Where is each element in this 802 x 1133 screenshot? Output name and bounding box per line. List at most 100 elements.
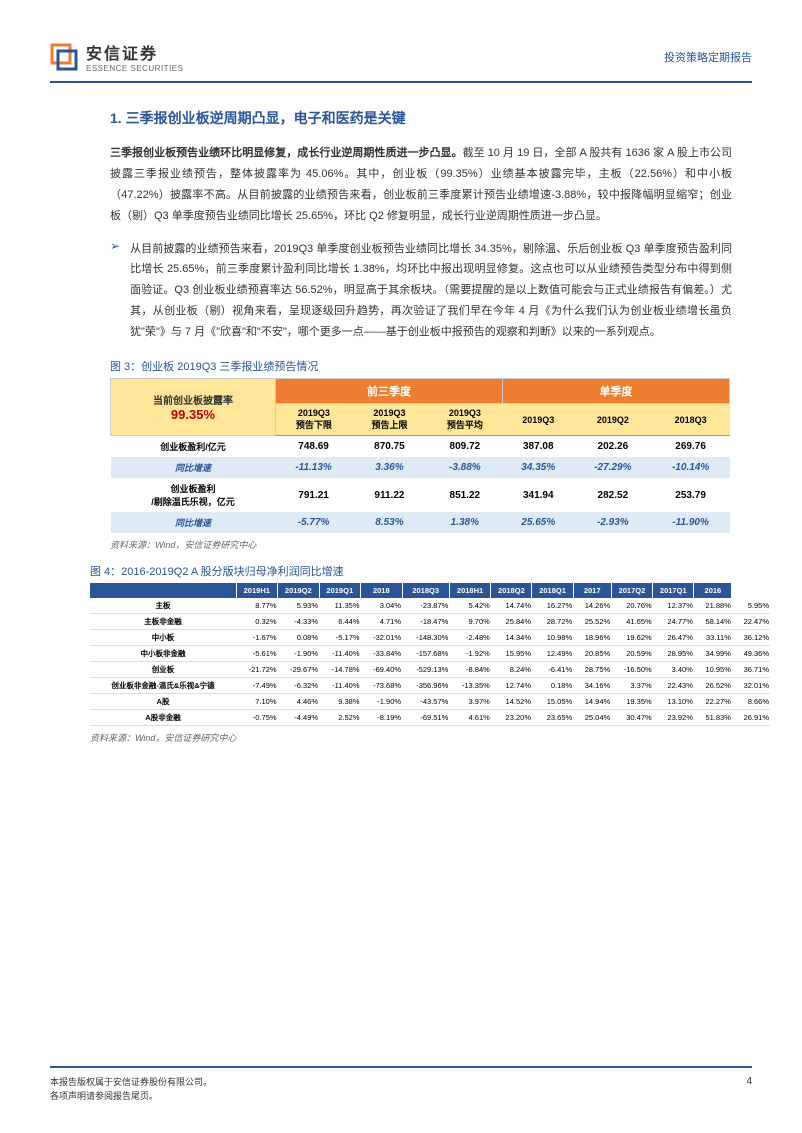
bullet-text: 从目前披露的业绩预告来看，2019Q3 单季度创业板预告业绩同比增长 34.35…	[130, 239, 732, 343]
t4-cell: 4.46%	[278, 694, 320, 710]
t3-subheader: 2019Q2	[574, 404, 652, 436]
t3-cell: 911.22	[352, 478, 427, 512]
t3-subheader: 2019Q3 预告上限	[352, 404, 427, 436]
t4-cell: 20.76%	[611, 598, 653, 614]
t3-cell: 202.26	[574, 436, 652, 458]
page-number: 4	[746, 1076, 752, 1103]
source4: 资料来源：Wind，安信证券研究中心	[90, 731, 752, 744]
t4-rowhead: 中小板	[90, 630, 236, 646]
t4-cell: -1.90%	[278, 646, 320, 662]
t4-cell: 10.98%	[532, 630, 573, 646]
para1-bold: 三季报创业板预告业绩环比明显修复，成长行业逆周期性质进一步凸显。	[110, 147, 463, 159]
t4-cell: 23.65%	[532, 710, 573, 726]
logo: 安信证券 ESSENCE SECURITIES	[50, 40, 183, 73]
section-title: 1. 三季报创业板逆周期凸显，电子和医药是关键	[110, 108, 752, 128]
t3-cell: 25.65%	[503, 512, 574, 533]
logo-en: ESSENCE SECURITIES	[86, 64, 183, 73]
t4-cell: 3.37%	[611, 678, 653, 694]
t4-cell: 33.11%	[694, 630, 732, 646]
t3-cell: 8.53%	[352, 512, 427, 533]
t4-cell: 41.65%	[611, 614, 653, 630]
t3-cell: 870.75	[352, 436, 427, 458]
t3-corner: 当前创业板披露率 99.35%	[111, 379, 276, 436]
t4-cell: -69.51%	[402, 710, 449, 726]
t4-cell: -11.40%	[319, 646, 361, 662]
paragraph-1: 三季报创业板预告业绩环比明显修复，成长行业逆周期性质进一步凸显。截至 10 月 …	[110, 143, 732, 227]
t4-cell: 49.36%	[732, 646, 770, 662]
t4-cell: 6.44%	[319, 614, 361, 630]
logo-cn: 安信证券	[86, 40, 183, 64]
t4-cell: 4.61%	[449, 710, 491, 726]
t4-cell: -5.61%	[236, 646, 278, 662]
t4-cell: 0.18%	[532, 678, 573, 694]
t4-cell: 26.91%	[732, 710, 770, 726]
t4-rowhead: 创业板非金融-温氏&乐视&宁德	[90, 678, 236, 694]
t4-cell: -1.90%	[361, 694, 403, 710]
t4-rowhead: 创业板	[90, 662, 236, 678]
t4-cell: -1.92%	[449, 646, 491, 662]
t4-cell: 3.40%	[653, 662, 694, 678]
t4-cell: -23.87%	[402, 598, 449, 614]
t4-cell: 8.24%	[491, 662, 532, 678]
t4-cell: 14.26%	[573, 598, 611, 614]
t4-header: 2018H1	[449, 583, 491, 598]
t3-cell: 341.94	[503, 478, 574, 512]
figure4-title: 图 4：2016-2019Q2 A 股分版块归母净利润同比增速	[90, 563, 752, 579]
t4-cell: 23.20%	[491, 710, 532, 726]
t3-rowlabel: 创业板盈利 /剔除温氏乐视，亿元	[111, 478, 276, 512]
bullet-arrow-icon: ➢	[110, 239, 120, 343]
t4-cell: 22.47%	[732, 614, 770, 630]
t3-subheader: 2019Q3	[503, 404, 574, 436]
t4-cell: -4.49%	[278, 710, 320, 726]
table3: 当前创业板披露率 99.35% 前三季度 单季度 2019Q3 预告下限2019…	[110, 378, 730, 533]
t4-cell: 58.14%	[694, 614, 732, 630]
t4-cell: 30.47%	[611, 710, 653, 726]
t4-cell: 14.74%	[491, 598, 532, 614]
t3-cell: 748.69	[275, 436, 351, 458]
t4-cell: 36.71%	[732, 662, 770, 678]
source3: 资料来源：Wind，安信证券研究中心	[110, 538, 752, 551]
t4-cell: -18.47%	[402, 614, 449, 630]
t4-cell: 9.70%	[449, 614, 491, 630]
t4-cell: 25.04%	[573, 710, 611, 726]
t4-cell: -33.84%	[361, 646, 403, 662]
t4-cell: -8.84%	[449, 662, 491, 678]
page-header: 安信证券 ESSENCE SECURITIES 投资策略定期报告	[50, 40, 752, 83]
logo-icon	[50, 43, 78, 71]
t4-cell: -32.01%	[361, 630, 403, 646]
t4-cell: 12.37%	[653, 598, 694, 614]
footer-line1: 本报告版权属于安信证券股份有限公司。	[50, 1076, 212, 1090]
t3-subheader: 2019Q3 预告下限	[275, 404, 351, 436]
t4-cell: -4.33%	[278, 614, 320, 630]
t4-cell: 16.27%	[532, 598, 573, 614]
t4-cell: 28.72%	[532, 614, 573, 630]
t4-cell: 4.71%	[361, 614, 403, 630]
t4-cell: 13.10%	[653, 694, 694, 710]
t4-header: 2017	[573, 583, 611, 598]
t3-cell: 1.38%	[427, 512, 502, 533]
t4-cell: 26.52%	[694, 678, 732, 694]
t4-cell: 20.85%	[573, 646, 611, 662]
t4-cell: 14.94%	[573, 694, 611, 710]
t4-cell: 32.01%	[732, 678, 770, 694]
t4-header: 2016	[694, 583, 732, 598]
t4-cell: -21.72%	[236, 662, 278, 678]
t4-cell: 22.27%	[694, 694, 732, 710]
t3-cell: 791.21	[275, 478, 351, 512]
t3-group2: 单季度	[503, 379, 730, 404]
footer-line2: 各项声明请参阅报告尾页。	[50, 1090, 212, 1104]
t3-subheader: 2018Q3	[652, 404, 730, 436]
t4-cell: -7.49%	[236, 678, 278, 694]
t4-cell: -6.32%	[278, 678, 320, 694]
t4-cell: 7.10%	[236, 694, 278, 710]
t4-rowhead: 主板	[90, 598, 236, 614]
t3-cell: -27.29%	[574, 457, 652, 478]
t4-header: 2018Q3	[402, 583, 449, 598]
t4-rowhead: 中小板非金融	[90, 646, 236, 662]
t4-cell: 3.04%	[361, 598, 403, 614]
t4-cell: 2.52%	[319, 710, 361, 726]
t4-cell: 18.96%	[573, 630, 611, 646]
t3-cell: -11.90%	[652, 512, 730, 533]
t3-group1: 前三季度	[275, 379, 502, 404]
t4-header: 2017Q1	[653, 583, 694, 598]
